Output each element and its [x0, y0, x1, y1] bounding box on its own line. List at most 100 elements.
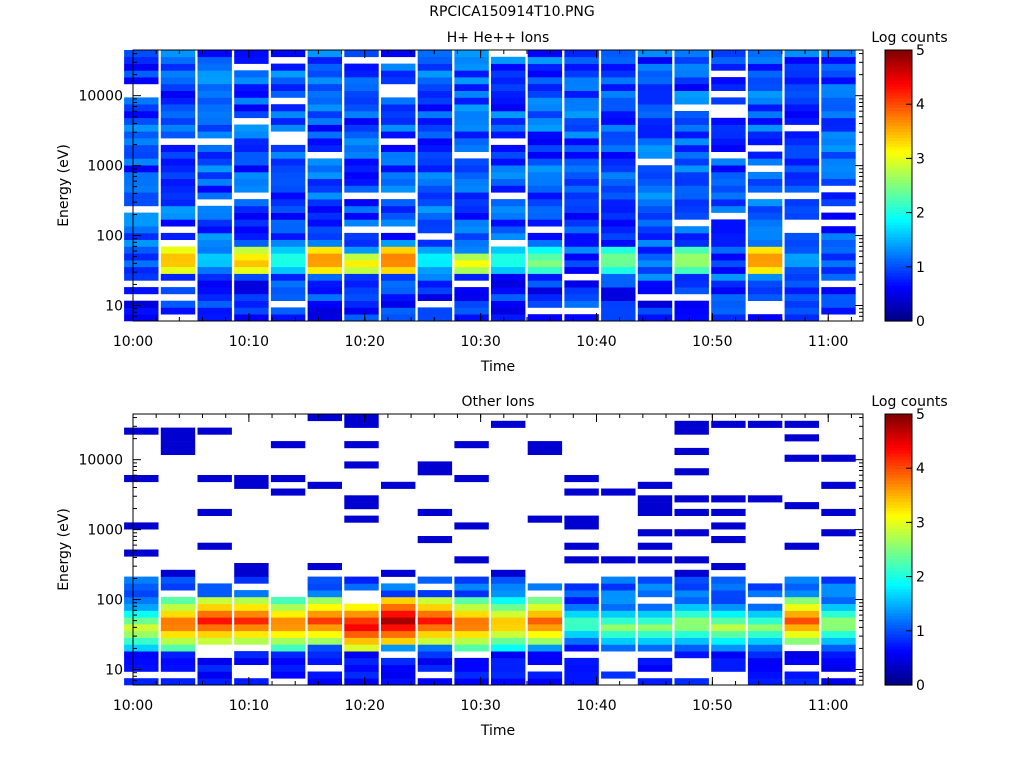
heatmap-cell [344, 610, 379, 618]
heatmap-cell [564, 542, 599, 550]
colorbar-swatch [885, 636, 912, 641]
heatmap-cell [711, 630, 746, 638]
heatmap-cell [160, 434, 196, 442]
heatmap-cell [417, 97, 453, 105]
heatmap-cell [821, 77, 856, 85]
heatmap-cell [637, 657, 673, 665]
heatmap-cell [270, 280, 306, 288]
heatmap-cell [747, 260, 783, 268]
heatmap-cell [417, 644, 453, 652]
heatmap-cell [784, 287, 819, 295]
heatmap-cell [417, 205, 453, 213]
colorbar-swatch [885, 420, 912, 424]
colorbar-swatch [885, 537, 912, 542]
heatmap-cell [674, 185, 709, 193]
colorbar-swatch [885, 284, 912, 289]
heatmap-cell [674, 70, 709, 78]
colorbar-swatch [885, 582, 912, 587]
heatmap-cell [564, 131, 599, 139]
heatmap-cell [307, 124, 342, 132]
heatmap-cell [454, 603, 489, 611]
heatmap-cell [637, 266, 673, 274]
heatmap-cell [234, 475, 269, 483]
heatmap-cell [784, 246, 819, 254]
heatmap-cell [381, 63, 416, 71]
x-tick-label: 11:00 [808, 698, 848, 714]
heatmap-cell [270, 77, 306, 85]
heatmap-cell [491, 165, 526, 173]
colorbar-swatch [885, 296, 912, 301]
heatmap-cell [307, 617, 342, 625]
heatmap-cell [234, 219, 269, 227]
heatmap-cell [160, 50, 196, 58]
heatmap-cell [417, 651, 453, 659]
heatmap-cell [454, 104, 489, 112]
x-axis-label: Time [480, 723, 515, 739]
colorbar-swatch [885, 675, 912, 680]
heatmap-cell [637, 644, 673, 652]
heatmap-cell [197, 590, 232, 598]
heatmap-cell [234, 97, 269, 105]
heatmap-cell [344, 651, 379, 659]
heatmap-cell [124, 273, 159, 281]
heatmap-cell [747, 420, 783, 428]
heatmap-cell [491, 630, 526, 638]
heatmap-cell [307, 232, 342, 240]
heatmap-cell [674, 624, 709, 632]
heatmap-cell [160, 630, 196, 638]
colorbar-swatch [885, 89, 912, 93]
colorbar-swatch [885, 290, 912, 295]
heatmap-cell [124, 427, 159, 435]
heatmap-cell [637, 212, 673, 220]
heatmap-cell [307, 287, 342, 295]
heatmap-cell [747, 226, 783, 234]
heatmap-cell [711, 138, 746, 146]
heatmap-cell [197, 117, 232, 125]
heatmap-cell [637, 171, 673, 179]
heatmap-cell [564, 165, 599, 173]
heatmap-cell [234, 144, 269, 152]
heatmap-cell [747, 617, 783, 625]
heatmap-cell [307, 158, 342, 166]
heatmap-cell [270, 260, 306, 268]
heatmap-cell [344, 124, 379, 132]
heatmap-cell [747, 205, 783, 213]
heatmap-cell [417, 171, 453, 179]
heatmap-cell [637, 307, 673, 315]
heatmap-cell [344, 266, 379, 274]
heatmap-cell [381, 300, 416, 308]
heatmap-cell [454, 226, 489, 234]
heatmap-cell [307, 603, 342, 611]
heatmap-cell [821, 576, 856, 584]
heatmap-cell [234, 124, 269, 132]
heatmap-cell [381, 205, 416, 213]
heatmap-cell [197, 77, 232, 85]
colorbar-swatch [885, 543, 912, 548]
heatmap-cell [564, 657, 599, 665]
heatmap-cell [160, 266, 196, 274]
heatmap-cell [234, 171, 269, 179]
heatmap-cell [234, 111, 269, 119]
heatmap-cell [711, 239, 746, 247]
heatmap-cell [344, 178, 379, 186]
heatmap-cell [234, 273, 269, 281]
heatmap-cell [527, 77, 563, 85]
heatmap-cell [197, 664, 232, 672]
heatmap-cell [417, 576, 453, 584]
heatmap-cell [124, 664, 159, 672]
heatmap-cell [491, 287, 526, 295]
heatmap-cell [601, 556, 636, 564]
heatmap-cell [234, 266, 269, 274]
heatmap-cell [197, 596, 232, 604]
heatmap-cell [821, 273, 856, 281]
heatmap-cell [564, 610, 599, 618]
colorbar-tick-label: 3 [916, 151, 925, 167]
heatmap-cell [711, 232, 746, 240]
heatmap-cell [491, 624, 526, 632]
heatmap-cell [417, 603, 453, 611]
heatmap-cell [821, 454, 856, 462]
heatmap-cell [381, 239, 416, 247]
heatmap-cell [491, 56, 526, 64]
heatmap-cell [747, 583, 783, 591]
heatmap-cell [160, 273, 196, 281]
